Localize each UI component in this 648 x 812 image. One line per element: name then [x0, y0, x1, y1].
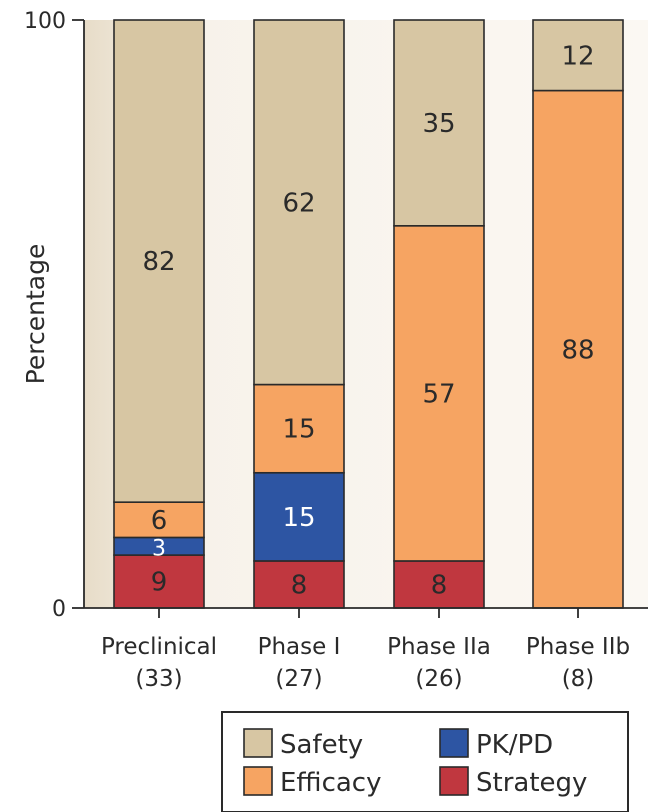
x-tick-count-3: (8): [562, 666, 595, 692]
data-label-safety-3: 12: [561, 41, 594, 71]
x-tick-label-2: Phase IIa: [387, 634, 491, 660]
data-label-pk-pd-0: 3: [152, 536, 166, 561]
bar-segment-efficacy-2: [393, 225, 485, 562]
data-label-strategy-1: 8: [291, 570, 308, 600]
x-tick-count-2: (26): [415, 666, 462, 692]
data-label-efficacy-3: 88: [561, 335, 594, 365]
legend-swatch-strategy: [439, 766, 469, 796]
legend-label-safety: Safety: [280, 730, 363, 760]
bar-segment-safety-3: [532, 19, 624, 92]
legend-swatch-efficacy: [243, 766, 273, 796]
bar-segment-safety-2: [393, 19, 485, 227]
bar-segment-strategy-2: [393, 560, 485, 609]
data-label-safety-1: 62: [282, 188, 315, 218]
data-label-safety-2: 35: [422, 109, 455, 139]
legend-label-efficacy: Efficacy: [280, 768, 381, 798]
x-tick-label-0: Preclinical: [101, 634, 217, 660]
data-label-safety-0: 82: [142, 247, 175, 277]
bar-segment-efficacy-0: [113, 501, 205, 539]
data-label-strategy-0: 9: [151, 568, 168, 598]
data-label-strategy-2: 8: [431, 570, 448, 600]
data-label-efficacy-1: 15: [282, 415, 315, 445]
x-tick-label-1: Phase I: [258, 634, 341, 660]
bar-segment-efficacy-1: [253, 383, 345, 474]
x-tick-count-0: (33): [135, 666, 182, 692]
y-tick-label-100: 100: [24, 9, 66, 34]
bar-segment-pk-pd-1: [253, 471, 345, 562]
legend-label-strategy: Strategy: [476, 768, 587, 798]
x-tick-count-1: (27): [275, 666, 322, 692]
bar-segment-strategy-0: [113, 554, 205, 609]
bar-segment-efficacy-3: [532, 89, 624, 609]
y-axis-label: Percentage: [21, 244, 50, 385]
data-label-pk-pd-1: 15: [282, 503, 315, 533]
x-tick-label-3: Phase IIb: [526, 634, 630, 660]
data-label-efficacy-2: 57: [422, 379, 455, 409]
bar-segment-safety-1: [253, 19, 345, 386]
y-tick-label-0: 0: [52, 597, 66, 622]
legend-label-pk-pd: PK/PD: [476, 730, 553, 760]
legend-box: [221, 711, 629, 812]
bar-segment-safety-0: [113, 19, 205, 503]
data-label-efficacy-0: 6: [151, 506, 168, 536]
legend-swatch-pk-pd: [439, 728, 469, 758]
legend-swatch-safety: [243, 728, 273, 758]
